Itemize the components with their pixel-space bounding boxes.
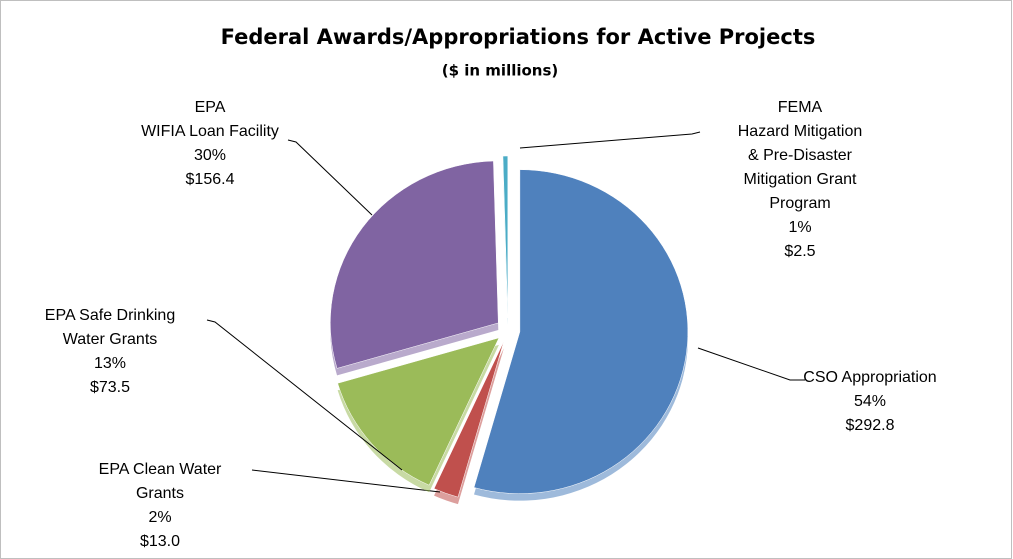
slice-label: Mitigation Grant [744,171,857,188]
leader-line [251,469,441,493]
slice-label: & Pre-Disaster [748,147,853,164]
percent-label: 1% [788,219,811,236]
pie-slice [502,155,509,319]
percent-label: 54% [854,393,886,410]
slice-label: Program [769,195,830,212]
slice-label: Grants [136,485,184,502]
leader-line [697,347,805,381]
chart-subtitle: ($ in millions) [442,62,559,80]
slice-label: CSO Appropriation [803,369,936,386]
percent-label: 30% [194,147,226,164]
slice-label: Hazard Mitigation [738,123,863,140]
slice-label: WIFIA Loan Facility [141,123,279,140]
pie-slice [473,169,689,494]
value-label: $2.5 [784,243,815,260]
pie-slice [330,160,499,369]
slice-label: EPA Safe Drinking [45,307,175,324]
pie-slice [337,337,500,486]
slice-label: EPA Clean Water [99,461,222,478]
leader-line [519,131,701,149]
value-label: $292.8 [846,417,895,434]
chart-title: Federal Awards/Appropriations for Active… [221,25,816,49]
percent-label: 13% [94,355,126,372]
slice-label: FEMA [778,99,823,116]
slice-label: EPA [195,99,226,116]
leader-line [287,139,373,216]
slice-label: Water Grants [63,331,158,348]
value-label: $13.0 [140,533,180,550]
leader-line [206,319,403,471]
value-label: $156.4 [186,171,235,188]
pie-slice [433,341,505,498]
value-label: $73.5 [90,379,130,396]
percent-label: 2% [148,509,171,526]
